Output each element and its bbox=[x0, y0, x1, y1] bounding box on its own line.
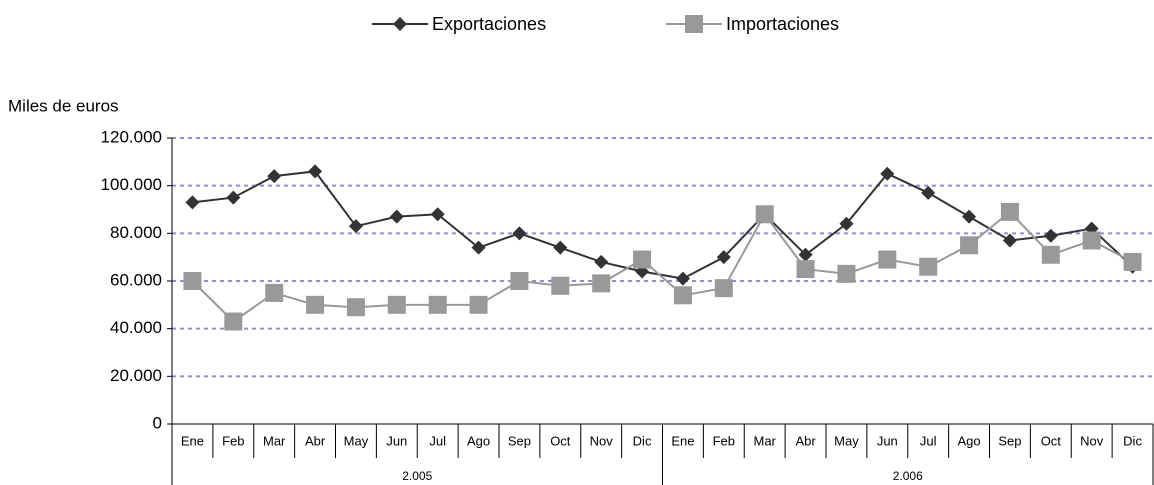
x-tick-label: Abr bbox=[305, 433, 326, 448]
x-tick-label: Feb bbox=[713, 433, 735, 448]
y-tick-label: 80.000 bbox=[110, 223, 162, 242]
x-tick-label: Jun bbox=[877, 433, 898, 448]
marker bbox=[1002, 233, 1017, 248]
marker bbox=[308, 164, 323, 179]
marker bbox=[633, 250, 652, 269]
x-tick-label: Sep bbox=[508, 433, 531, 448]
x-tick-label: Mar bbox=[263, 433, 286, 448]
x-tick-label: Ago bbox=[467, 433, 490, 448]
marker bbox=[224, 312, 243, 331]
marker bbox=[716, 250, 731, 265]
marker bbox=[348, 219, 363, 234]
x-tick-label: Feb bbox=[222, 433, 244, 448]
x-group-label: 2.005 bbox=[402, 469, 432, 483]
marker bbox=[306, 295, 325, 314]
marker bbox=[1041, 245, 1060, 264]
marker bbox=[960, 236, 979, 255]
series-line bbox=[191, 210, 1134, 323]
x-group-label: 2.006 bbox=[893, 469, 923, 483]
x-tick-label: May bbox=[834, 433, 859, 448]
x-tick-label: Jul bbox=[429, 433, 446, 448]
marker bbox=[389, 209, 404, 224]
marker bbox=[878, 250, 897, 269]
marker bbox=[183, 272, 202, 290]
marker bbox=[510, 272, 529, 290]
marker bbox=[1043, 228, 1058, 243]
marker bbox=[962, 209, 977, 224]
y-tick-label: 100.000 bbox=[101, 175, 162, 194]
marker bbox=[673, 286, 692, 305]
marker bbox=[553, 240, 568, 255]
marker bbox=[551, 276, 570, 295]
marker bbox=[469, 295, 488, 314]
marker bbox=[387, 295, 406, 314]
x-tick-label: Ene bbox=[671, 433, 694, 448]
x-tick-label: Mar bbox=[753, 433, 776, 448]
marker bbox=[185, 195, 200, 210]
y-tick-label: 20.000 bbox=[110, 366, 162, 385]
marker bbox=[839, 216, 854, 231]
x-tick-label: Sep bbox=[998, 433, 1021, 448]
x-tick-label: Oct bbox=[550, 433, 571, 448]
marker bbox=[430, 207, 445, 222]
x-tick-label: Abr bbox=[795, 433, 816, 448]
marker bbox=[921, 185, 936, 200]
marker bbox=[428, 295, 447, 314]
marker bbox=[512, 226, 527, 241]
x-tick-label: Nov bbox=[1080, 433, 1104, 448]
y-axis-label: Miles de euros bbox=[8, 96, 119, 115]
x-tick-label: Ago bbox=[957, 433, 980, 448]
x-tick-label: May bbox=[344, 433, 369, 448]
marker bbox=[685, 15, 703, 33]
marker bbox=[880, 166, 895, 181]
x-tick-label: Dic bbox=[1123, 433, 1142, 448]
marker bbox=[1082, 231, 1101, 250]
x-tick-label: Ene bbox=[181, 433, 204, 448]
legend-label: Importaciones bbox=[726, 14, 839, 34]
marker bbox=[471, 240, 486, 255]
y-tick-label: 0 bbox=[153, 413, 162, 432]
marker bbox=[265, 283, 284, 302]
x-tick-label: Jul bbox=[920, 433, 937, 448]
y-tick-label: 120.000 bbox=[101, 127, 162, 146]
marker bbox=[1123, 252, 1142, 271]
marker bbox=[393, 17, 407, 31]
y-tick-label: 40.000 bbox=[110, 318, 162, 337]
marker bbox=[675, 271, 690, 286]
marker bbox=[796, 260, 815, 279]
marker bbox=[226, 190, 241, 205]
y-tick-label: 60.000 bbox=[110, 270, 162, 289]
marker bbox=[798, 247, 813, 262]
marker bbox=[1000, 202, 1019, 221]
series-line bbox=[192, 170, 1134, 280]
marker bbox=[919, 257, 938, 276]
marker bbox=[714, 279, 733, 298]
x-tick-label: Oct bbox=[1041, 433, 1062, 448]
marker bbox=[592, 274, 611, 293]
marker bbox=[755, 205, 774, 224]
x-tick-label: Dic bbox=[633, 433, 652, 448]
x-tick-label: Jun bbox=[386, 433, 407, 448]
legend-label: Exportaciones bbox=[432, 14, 546, 34]
x-tick-label: Nov bbox=[590, 433, 614, 448]
marker bbox=[837, 264, 856, 283]
marker bbox=[346, 298, 365, 317]
marker bbox=[594, 254, 609, 269]
marker bbox=[267, 169, 282, 184]
